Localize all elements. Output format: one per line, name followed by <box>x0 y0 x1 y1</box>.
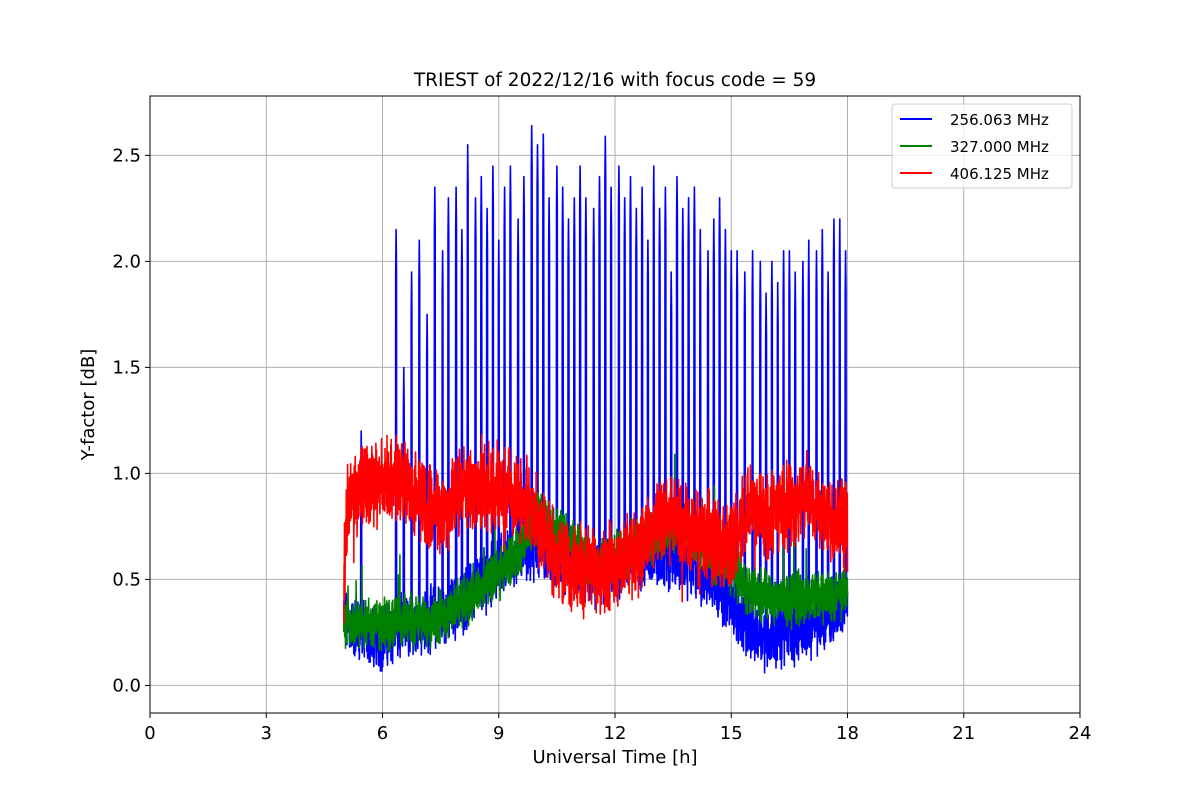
legend: 256.063 MHz 327.000 MHz 406.125 MHz <box>891 103 1073 189</box>
y-tick-label: 0.0 <box>112 675 141 696</box>
legend-label-256-mhz: 256.063 MHz <box>950 111 1049 129</box>
chart-title: TRIEST of 2022/12/16 with focus code = 5… <box>413 70 816 91</box>
x-tick-label: 15 <box>720 723 743 744</box>
x-tick-label: 3 <box>261 723 272 744</box>
y-axis-label: Y-factor [dB] <box>78 349 99 462</box>
x-axis-label: Universal Time [h] <box>532 747 697 768</box>
x-tick-label: 21 <box>952 723 975 744</box>
ticks: 0 3 6 9 12 15 18 21 24 0.0 0.5 1.0 1.5 2.0 2.5 <box>112 145 1091 744</box>
x-tick-label: 6 <box>377 723 388 744</box>
x-tick-label: 12 <box>604 723 627 744</box>
y-tick-label: 1.5 <box>112 357 141 378</box>
legend-label-327-mhz: 327.000 MHz <box>950 138 1049 156</box>
y-tick-label: 1.0 <box>112 463 141 484</box>
y-tick-label: 0.5 <box>112 569 141 590</box>
y-tick-label: 2.0 <box>112 251 141 272</box>
legend-label-406-mhz: 406.125 MHz <box>950 165 1049 183</box>
legend-box <box>891 103 1073 189</box>
x-tick-label: 18 <box>836 723 859 744</box>
x-tick-label: 0 <box>144 723 155 744</box>
series-line-2 <box>343 433 849 624</box>
y-tick-label: 2.5 <box>112 145 141 166</box>
x-tick-label: 9 <box>493 723 504 744</box>
x-tick-label: 24 <box>1069 723 1092 744</box>
series-layer <box>342 124 849 674</box>
